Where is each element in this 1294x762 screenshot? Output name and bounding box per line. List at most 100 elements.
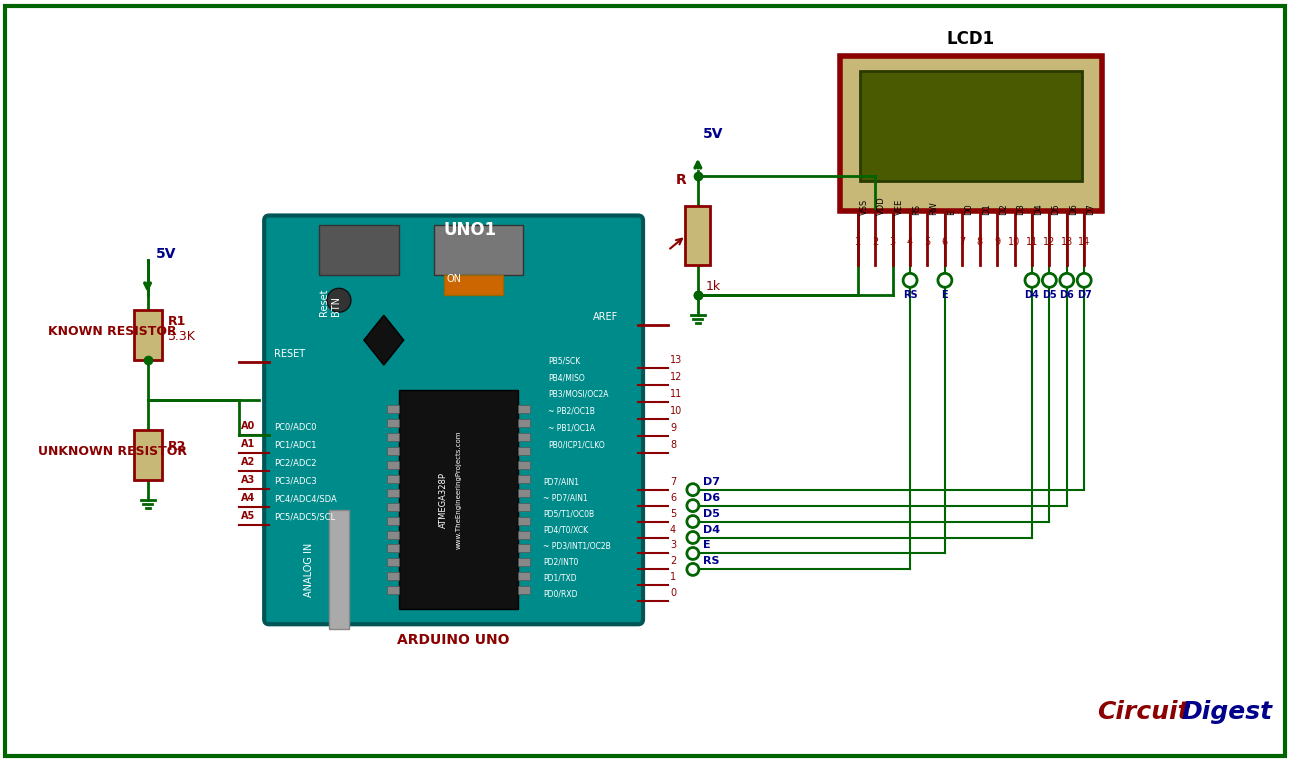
Text: 9: 9 (670, 423, 675, 433)
Text: Reset
BTN: Reset BTN (320, 288, 340, 315)
Bar (861, 71, 1082, 181)
Text: A5: A5 (241, 511, 255, 520)
Bar (519, 503, 531, 511)
Text: D4: D4 (1034, 203, 1043, 215)
Text: D1: D1 (982, 203, 991, 215)
Text: ON: ON (446, 274, 462, 284)
Text: ~ PD7/AIN1: ~ PD7/AIN1 (543, 494, 587, 503)
Text: www.TheEngineeringProjects.com: www.TheEngineeringProjects.com (455, 431, 462, 549)
Bar (387, 545, 399, 552)
Circle shape (1060, 274, 1074, 287)
Text: 1: 1 (670, 572, 675, 582)
Bar (387, 559, 399, 566)
Text: 9: 9 (994, 238, 1000, 248)
Text: ~ PB1/OC1A: ~ PB1/OC1A (549, 424, 595, 433)
Text: D7: D7 (1077, 290, 1092, 300)
Bar (387, 405, 399, 413)
Text: D4: D4 (703, 524, 719, 534)
Text: RS: RS (912, 203, 921, 215)
Text: Circuit: Circuit (1096, 700, 1189, 724)
Bar (519, 587, 531, 594)
Text: RW: RW (929, 200, 938, 215)
Text: 10: 10 (670, 406, 682, 416)
Bar (387, 447, 399, 455)
Text: 6: 6 (670, 492, 675, 503)
Text: 11: 11 (1026, 238, 1038, 248)
Text: PC0/ADC0: PC0/ADC0 (274, 423, 317, 432)
Text: PB0/ICP1/CLKO: PB0/ICP1/CLKO (549, 440, 606, 450)
Text: PC2/ADC2: PC2/ADC2 (274, 459, 317, 468)
Text: PB4/MISO: PB4/MISO (549, 373, 585, 382)
Text: PC1/ADC1: PC1/ADC1 (274, 440, 317, 450)
Text: D7: D7 (1086, 203, 1095, 215)
Text: PB5/SCK: PB5/SCK (549, 356, 581, 365)
Bar (519, 545, 531, 552)
Bar (387, 530, 399, 539)
Text: 5: 5 (924, 238, 930, 248)
Bar (133, 310, 162, 360)
Text: D0: D0 (964, 203, 973, 215)
Text: D4: D4 (1025, 290, 1039, 300)
Text: 3: 3 (670, 540, 675, 550)
Bar (519, 517, 531, 524)
Text: KNOWN RESISTOR: KNOWN RESISTOR (48, 325, 176, 338)
Text: D6: D6 (703, 492, 719, 503)
Text: 10: 10 (1008, 238, 1021, 248)
Bar (320, 226, 399, 275)
Text: 11: 11 (670, 389, 682, 399)
Bar (387, 461, 399, 469)
Text: 2: 2 (872, 238, 879, 248)
Circle shape (687, 547, 699, 559)
Polygon shape (364, 315, 404, 365)
Bar (387, 572, 399, 581)
Text: 8: 8 (670, 440, 675, 450)
Bar (686, 206, 710, 265)
Text: R2: R2 (167, 440, 186, 453)
Text: ARDUINO UNO: ARDUINO UNO (397, 633, 510, 647)
Text: A4: A4 (241, 492, 255, 503)
Bar (387, 587, 399, 594)
Bar (387, 419, 399, 427)
Text: PC4/ADC4/SDA: PC4/ADC4/SDA (274, 495, 336, 504)
Text: A0: A0 (241, 421, 255, 431)
Text: ~ PB2/OC1B: ~ PB2/OC1B (549, 407, 595, 416)
Text: UNO1: UNO1 (444, 222, 497, 239)
Text: VSS: VSS (859, 198, 868, 215)
Text: 7: 7 (670, 477, 677, 487)
Text: 2: 2 (670, 556, 677, 566)
Bar (519, 461, 531, 469)
Circle shape (687, 532, 699, 543)
Text: D3: D3 (1017, 203, 1026, 215)
Text: 6: 6 (942, 238, 949, 248)
Bar (329, 510, 349, 629)
Circle shape (327, 288, 351, 312)
Bar (519, 419, 531, 427)
Text: RS: RS (903, 290, 917, 300)
Text: ~ PD3/INT1/OC2B: ~ PD3/INT1/OC2B (543, 542, 611, 550)
Text: 4: 4 (670, 524, 675, 534)
Circle shape (1025, 274, 1039, 287)
Text: PD7/AIN1: PD7/AIN1 (543, 478, 580, 487)
Text: 3.3K: 3.3K (167, 330, 195, 343)
Text: UNKNOWN RESISTOR: UNKNOWN RESISTOR (38, 445, 186, 458)
Text: D5: D5 (703, 508, 719, 519)
Text: PD4/T0/XCK: PD4/T0/XCK (543, 526, 589, 534)
Bar (519, 433, 531, 440)
Text: RS: RS (703, 556, 719, 566)
Text: 12: 12 (670, 372, 682, 382)
Text: E: E (947, 210, 956, 215)
Bar (519, 488, 531, 497)
Text: PB3/MOSI/OC2A: PB3/MOSI/OC2A (549, 390, 608, 399)
Text: R: R (675, 173, 687, 187)
Circle shape (938, 274, 952, 287)
Text: 13: 13 (670, 355, 682, 365)
Text: 3: 3 (889, 238, 895, 248)
Text: 1: 1 (855, 238, 861, 248)
Text: D6: D6 (1060, 290, 1074, 300)
Bar (387, 433, 399, 440)
Text: 4: 4 (907, 238, 914, 248)
Bar (519, 572, 531, 581)
Text: ANALOG IN: ANALOG IN (304, 543, 314, 597)
Text: 7: 7 (959, 238, 965, 248)
Text: ATMEGA328P: ATMEGA328P (439, 472, 448, 527)
